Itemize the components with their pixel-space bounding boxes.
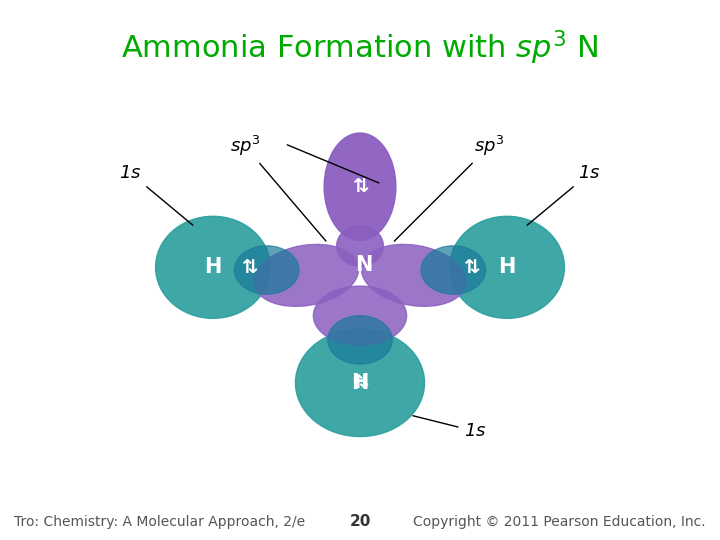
Text: ⇅: ⇅ [463,258,480,277]
Ellipse shape [313,286,407,345]
Ellipse shape [295,329,425,436]
Text: ⇅: ⇅ [352,373,368,393]
Ellipse shape [361,245,466,306]
Ellipse shape [328,316,392,364]
Text: $sp^3$: $sp^3$ [395,134,505,241]
Text: Ammonia Formation with $sp^3$ N: Ammonia Formation with $sp^3$ N [122,28,598,67]
Ellipse shape [421,246,485,294]
Ellipse shape [450,217,564,319]
Text: H: H [351,373,369,393]
Text: H: H [498,258,516,278]
Text: Copyright © 2011 Pearson Education, Inc.: Copyright © 2011 Pearson Education, Inc. [413,515,706,529]
Ellipse shape [324,133,396,240]
Text: $sp^3$: $sp^3$ [230,134,326,241]
Text: ⇅: ⇅ [240,258,257,277]
Text: ⇅: ⇅ [352,177,368,196]
Text: 1$s$: 1$s$ [413,416,486,440]
Ellipse shape [156,217,270,319]
Ellipse shape [235,246,299,294]
Text: 1$s$: 1$s$ [527,164,600,225]
Ellipse shape [254,245,359,306]
Text: 20: 20 [349,514,371,529]
Text: N: N [355,255,372,275]
Text: H: H [204,258,222,278]
Text: 1$s$: 1$s$ [120,164,193,225]
Ellipse shape [337,226,383,266]
Text: Tro: Chemistry: A Molecular Approach, 2/e: Tro: Chemistry: A Molecular Approach, 2/… [14,515,305,529]
